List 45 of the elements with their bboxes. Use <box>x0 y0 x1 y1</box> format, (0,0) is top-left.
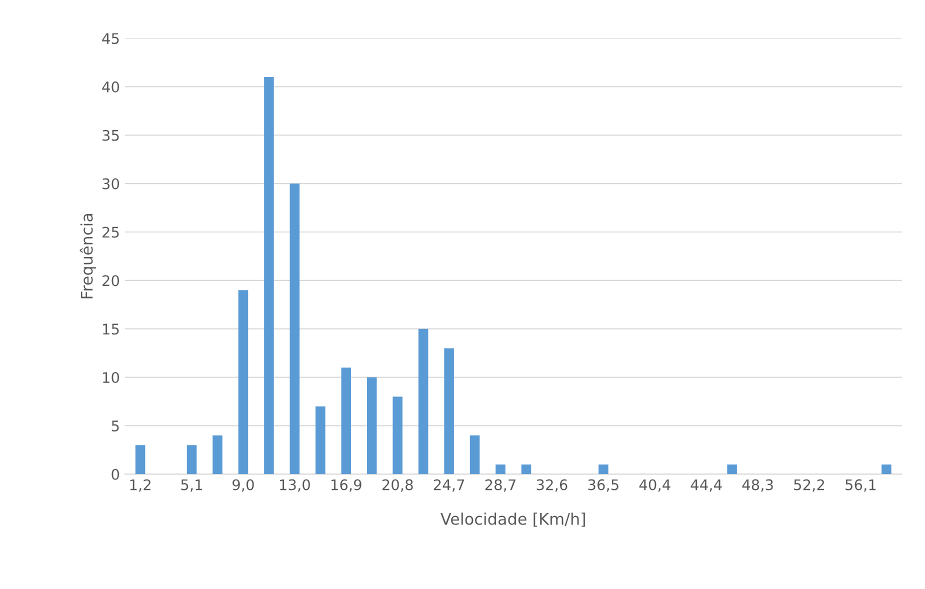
bar <box>521 464 532 474</box>
bar <box>470 435 480 474</box>
x-tick-label: 13,0 <box>280 479 310 492</box>
x-tick-label: 1,2 <box>130 479 150 492</box>
x-tick-label: 44,4 <box>690 479 722 492</box>
y-tick-label: 20 <box>102 275 120 286</box>
bar <box>290 184 300 474</box>
x-tick-label: 24,7 <box>434 479 464 492</box>
x-tick-label: 28,7 <box>485 479 516 492</box>
x-tick-label: 9,0 <box>232 479 254 492</box>
y-tick-label: 10 <box>103 372 120 384</box>
bar <box>444 348 454 474</box>
bar <box>135 445 146 474</box>
y-tick-label: 45 <box>102 33 119 44</box>
x-tick-label: 32,6 <box>536 479 568 492</box>
bar <box>496 464 506 474</box>
bar <box>882 464 892 474</box>
y-tick-label: 0 <box>112 468 120 480</box>
y-tick-label: 15 <box>103 324 119 335</box>
x-tick-label: 56,1 <box>846 479 876 492</box>
x-tick-label: 5,1 <box>181 479 202 492</box>
bar <box>264 77 274 474</box>
bar <box>316 406 326 474</box>
y-tick-label: 30 <box>102 178 120 190</box>
x-tick-label: 36,5 <box>588 479 618 492</box>
x-axis-title: Velocidade [Km/h] <box>440 512 585 527</box>
x-tick-label: 16,9 <box>332 479 362 492</box>
y-axis-title: Frequência <box>80 214 96 298</box>
y-tick-label: 5 <box>112 420 119 432</box>
x-tick-label: 48,3 <box>742 479 773 492</box>
y-tick-label: 40 <box>102 81 120 92</box>
x-tick-label: 20,8 <box>382 479 413 492</box>
bar <box>341 368 352 474</box>
bar <box>418 328 428 474</box>
y-tick-label: 25 <box>102 226 119 238</box>
bar <box>392 396 402 474</box>
x-tick-label: 52,2 <box>794 479 824 492</box>
bar <box>366 377 377 474</box>
x-tick-label: 40,4 <box>639 479 670 492</box>
bar <box>727 464 737 474</box>
bar <box>186 445 197 474</box>
bar <box>212 435 222 474</box>
y-tick-label: 35 <box>102 130 119 141</box>
bar <box>238 290 248 474</box>
bar <box>598 464 608 474</box>
